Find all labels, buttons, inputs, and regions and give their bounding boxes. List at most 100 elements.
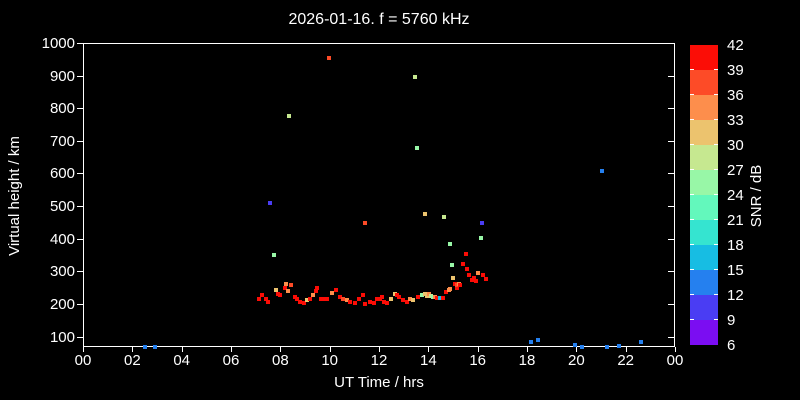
colorbar-tick — [714, 219, 718, 220]
data-point — [422, 212, 427, 217]
colorbar-tick — [714, 319, 718, 320]
data-point — [315, 285, 320, 290]
colorbar-tick-label: 21 — [727, 212, 744, 229]
data-point — [271, 253, 276, 258]
data-point — [298, 299, 303, 304]
data-point — [414, 146, 419, 151]
x-tick-label: 00 — [74, 352, 92, 369]
y-tick-mark-mirror — [668, 43, 674, 44]
y-tick-mark — [77, 108, 83, 110]
colorbar-segment — [690, 170, 718, 195]
y-tick-mark — [77, 271, 83, 273]
data-point — [469, 278, 474, 283]
colorbar-tick — [714, 119, 718, 120]
colorbar-tick — [690, 119, 694, 120]
x-tick-mark — [132, 347, 134, 352]
data-point — [454, 285, 459, 290]
snr-colorbar — [690, 45, 718, 345]
data-point — [479, 236, 484, 241]
x-tick-label: 00 — [666, 352, 684, 369]
data-point — [467, 272, 472, 277]
data-point — [285, 288, 290, 293]
data-point — [437, 296, 442, 301]
x-tick-mark — [527, 347, 528, 352]
data-point — [528, 340, 533, 345]
data-point — [260, 293, 265, 298]
data-point — [372, 300, 377, 305]
data-point — [266, 299, 270, 304]
x-tick-mark — [280, 347, 282, 352]
data-point — [480, 221, 485, 226]
data-point — [457, 283, 462, 288]
data-point — [448, 286, 453, 291]
x-tick-mark — [329, 347, 331, 352]
data-point — [605, 344, 610, 349]
colorbar-tick — [690, 319, 694, 320]
y-axis-label: Virtual height / km — [6, 136, 23, 256]
y-tick-label: 300 — [49, 263, 75, 281]
data-point — [415, 295, 420, 300]
data-point — [362, 301, 367, 306]
x-tick-mark — [477, 347, 479, 352]
x-tick-label: 12 — [370, 352, 388, 369]
y-tick-label: 1000 — [41, 35, 75, 52]
data-point — [451, 275, 455, 280]
data-point — [422, 291, 427, 296]
data-point — [379, 295, 384, 300]
data-point — [413, 74, 417, 79]
colorbar-segment — [690, 245, 718, 270]
x-tick-label: 02 — [123, 352, 141, 369]
y-tick-label: 900 — [49, 67, 75, 85]
data-point — [384, 300, 389, 305]
colorbar-tick-label: 18 — [727, 237, 744, 254]
colorbar-tick-label: 36 — [727, 87, 744, 104]
y-tick-label: 200 — [49, 295, 75, 313]
colorbar-tick — [714, 69, 718, 70]
colorbar-segment — [690, 270, 718, 295]
data-point — [326, 56, 331, 60]
y-tick-mark-mirror — [668, 108, 674, 110]
data-point — [396, 295, 401, 300]
colorbar-segment — [690, 195, 718, 220]
data-point — [536, 338, 541, 343]
colorbar-tick — [690, 69, 694, 70]
y-tick-mark-mirror — [668, 303, 674, 305]
colorbar-tick — [714, 294, 718, 295]
colorbar-tick — [714, 169, 718, 170]
data-point — [284, 282, 288, 287]
y-tick-mark — [77, 140, 83, 142]
data-point — [264, 297, 269, 302]
x-tick-mark — [231, 347, 232, 352]
colorbar-segment — [690, 120, 718, 145]
data-point — [286, 114, 291, 119]
y-tick-mark — [77, 43, 83, 44]
data-point — [475, 271, 480, 276]
y-tick-label: 100 — [49, 328, 75, 346]
x-tick-label: 18 — [518, 352, 536, 369]
data-point — [278, 293, 283, 298]
x-tick-mark — [83, 347, 84, 352]
colorbar-segment — [690, 145, 718, 170]
data-point — [360, 293, 365, 298]
colorbar-tick-label: 15 — [727, 262, 744, 279]
data-point — [288, 283, 293, 288]
y-tick-mark — [77, 75, 83, 77]
data-point — [330, 290, 335, 295]
colorbar-segment — [690, 220, 718, 245]
data-point — [442, 215, 447, 220]
y-tick-mark-mirror — [668, 173, 674, 175]
data-point — [353, 300, 358, 305]
colorbar-tick-label: 33 — [727, 112, 744, 129]
data-point — [340, 297, 345, 302]
y-tick-mark-mirror — [668, 271, 674, 273]
colorbar-tick — [714, 94, 718, 95]
colorbar-tick — [690, 269, 694, 270]
colorbar-tick-label: 42 — [727, 37, 744, 54]
x-tick-label: 04 — [173, 352, 190, 369]
data-point — [461, 262, 466, 267]
data-point — [302, 300, 306, 305]
x-tick-mark — [576, 347, 578, 352]
data-point — [405, 299, 410, 304]
data-point — [471, 275, 476, 280]
data-point — [481, 272, 486, 277]
